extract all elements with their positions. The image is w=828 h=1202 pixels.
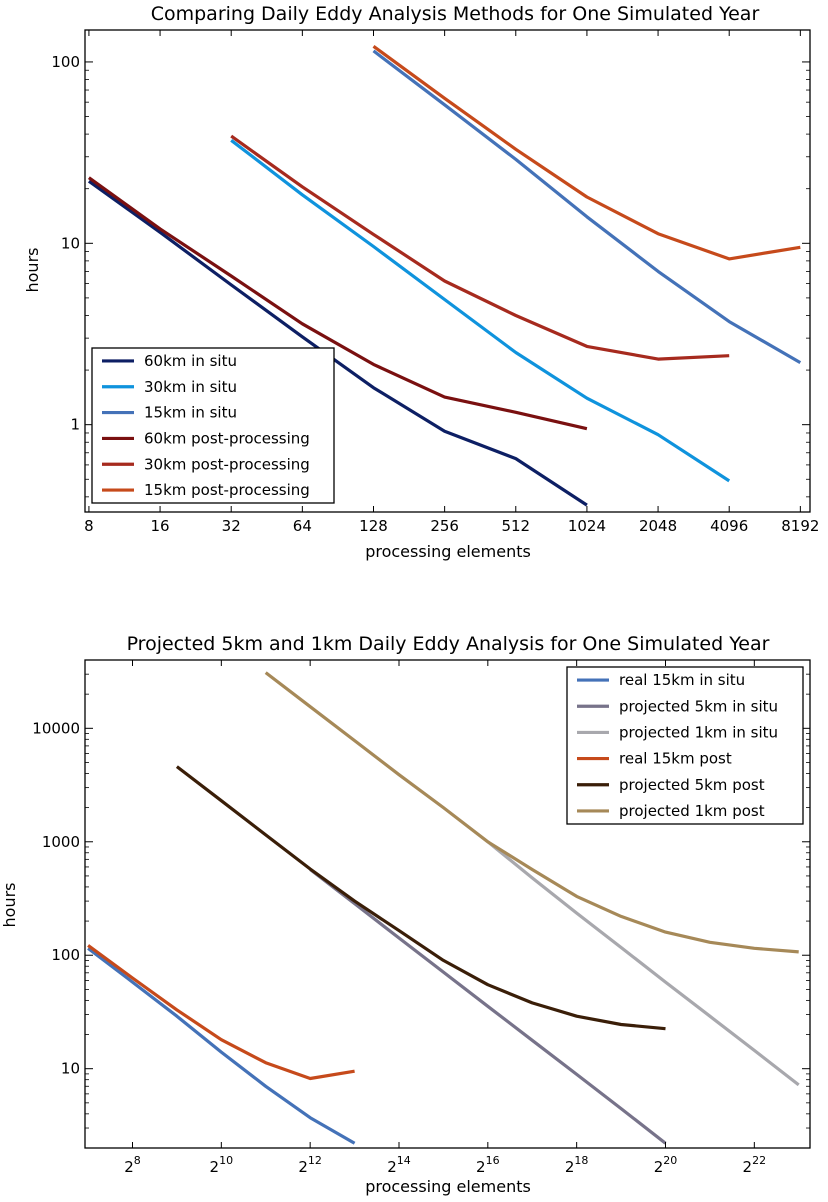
x-tick-label: 214 bbox=[387, 1154, 411, 1176]
chart-1-series-line-4 bbox=[87, 176, 588, 431]
legend-entry: 30km post-processing bbox=[144, 455, 310, 473]
chart-2-legend: real 15km in situ projected 5km in situ pr… bbox=[566, 666, 804, 825]
chart-1-ticks: 8 16 32 64 128 256 512 1024 2048 4096 8192 1 10 100 bbox=[51, 30, 819, 535]
y-tick-label: 100 bbox=[51, 53, 80, 71]
x-tick-label: 4096 bbox=[710, 517, 748, 535]
x-tick-label: 220 bbox=[654, 1154, 678, 1176]
legend-entry: 15km post-processing bbox=[144, 481, 310, 499]
chart-2-series-line-3 bbox=[486, 840, 800, 1087]
chart-2-series-line-4 bbox=[87, 944, 355, 1081]
y-tick-label: 1000 bbox=[42, 833, 80, 851]
x-tick-label: 210 bbox=[210, 1154, 234, 1176]
legend-entry: projected 5km post bbox=[619, 776, 765, 794]
x-tick-label: 32 bbox=[222, 517, 241, 535]
x-tick-label: 256 bbox=[430, 517, 459, 535]
chart-2-series-line-1 bbox=[87, 947, 356, 1145]
y-tick-label: 1 bbox=[70, 416, 80, 434]
legend-entry: 30km in situ bbox=[144, 378, 237, 396]
chart-1: Comparing Daily Eddy Analysis Methods fo… bbox=[23, 3, 819, 561]
x-tick-label: 8192 bbox=[781, 517, 819, 535]
chart-1-series-line-1 bbox=[87, 179, 588, 507]
x-tick-label: 216 bbox=[476, 1154, 500, 1176]
chart-2-series-line-5 bbox=[175, 765, 666, 1031]
chart-2-ylabel: hours bbox=[0, 883, 19, 928]
legend-box bbox=[566, 666, 804, 825]
legend-box bbox=[91, 347, 335, 504]
chart-1-series bbox=[87, 45, 802, 507]
x-tick-label: 512 bbox=[501, 517, 530, 535]
chart-1-frame bbox=[84, 29, 811, 513]
x-tick-label: 222 bbox=[743, 1154, 767, 1176]
y-tick-label: 10000 bbox=[32, 719, 80, 737]
y-tick-label: 10 bbox=[61, 1060, 80, 1078]
y-tick-label: 10 bbox=[61, 234, 80, 252]
legend-entry: 15km in situ bbox=[144, 404, 237, 422]
x-tick-label: 212 bbox=[298, 1154, 322, 1176]
chart-1-series-line-5 bbox=[230, 134, 730, 361]
legend-entry: 60km in situ bbox=[144, 352, 237, 370]
x-tick-label: 128 bbox=[359, 517, 388, 535]
legend-entry: projected 1km post bbox=[619, 802, 765, 820]
legend-entry: real 15km in situ bbox=[619, 671, 745, 689]
chart-1-series-line-3 bbox=[372, 49, 802, 364]
x-tick-label: 28 bbox=[124, 1154, 141, 1176]
chart-2-series bbox=[87, 671, 800, 1145]
legend-entry: projected 1km in situ bbox=[619, 723, 778, 741]
x-tick-label: 218 bbox=[565, 1154, 589, 1176]
chart-1-xlabel: processing elements bbox=[365, 542, 531, 561]
chart-2-title: Projected 5km and 1km Daily Eddy Analysi… bbox=[127, 633, 770, 655]
chart-2-series-line-6 bbox=[264, 671, 799, 954]
y-tick-label: 100 bbox=[51, 946, 80, 964]
legend-entry: projected 5km in situ bbox=[619, 697, 778, 715]
x-tick-label: 2048 bbox=[639, 517, 677, 535]
chart-1-legend: 60km in situ 30km in situ 15km in situ 60km… bbox=[91, 347, 335, 504]
chart-2-ticks: 28 210 212 214 216 218 220 222 10 100 1000 10000 bbox=[32, 660, 810, 1176]
x-tick-label: 8 bbox=[84, 517, 94, 535]
chart-1-ylabel: hours bbox=[23, 248, 42, 293]
x-tick-label: 64 bbox=[293, 517, 312, 535]
chart-1-series-line-6 bbox=[372, 45, 801, 261]
chart-2-series-line-2 bbox=[309, 868, 667, 1145]
chart-2: Projected 5km and 1km Daily Eddy Analysi… bbox=[0, 633, 811, 1196]
x-tick-label: 16 bbox=[151, 517, 170, 535]
chart-2-xlabel: processing elements bbox=[365, 1177, 531, 1196]
chart-1-title: Comparing Daily Eddy Analysis Methods fo… bbox=[151, 3, 760, 25]
legend-entry: real 15km post bbox=[619, 750, 732, 768]
chart-2-frame bbox=[84, 659, 811, 1149]
legend-entry: 60km post-processing bbox=[144, 429, 310, 447]
x-tick-label: 1024 bbox=[568, 517, 606, 535]
chart-1-series-line-2 bbox=[230, 139, 731, 483]
